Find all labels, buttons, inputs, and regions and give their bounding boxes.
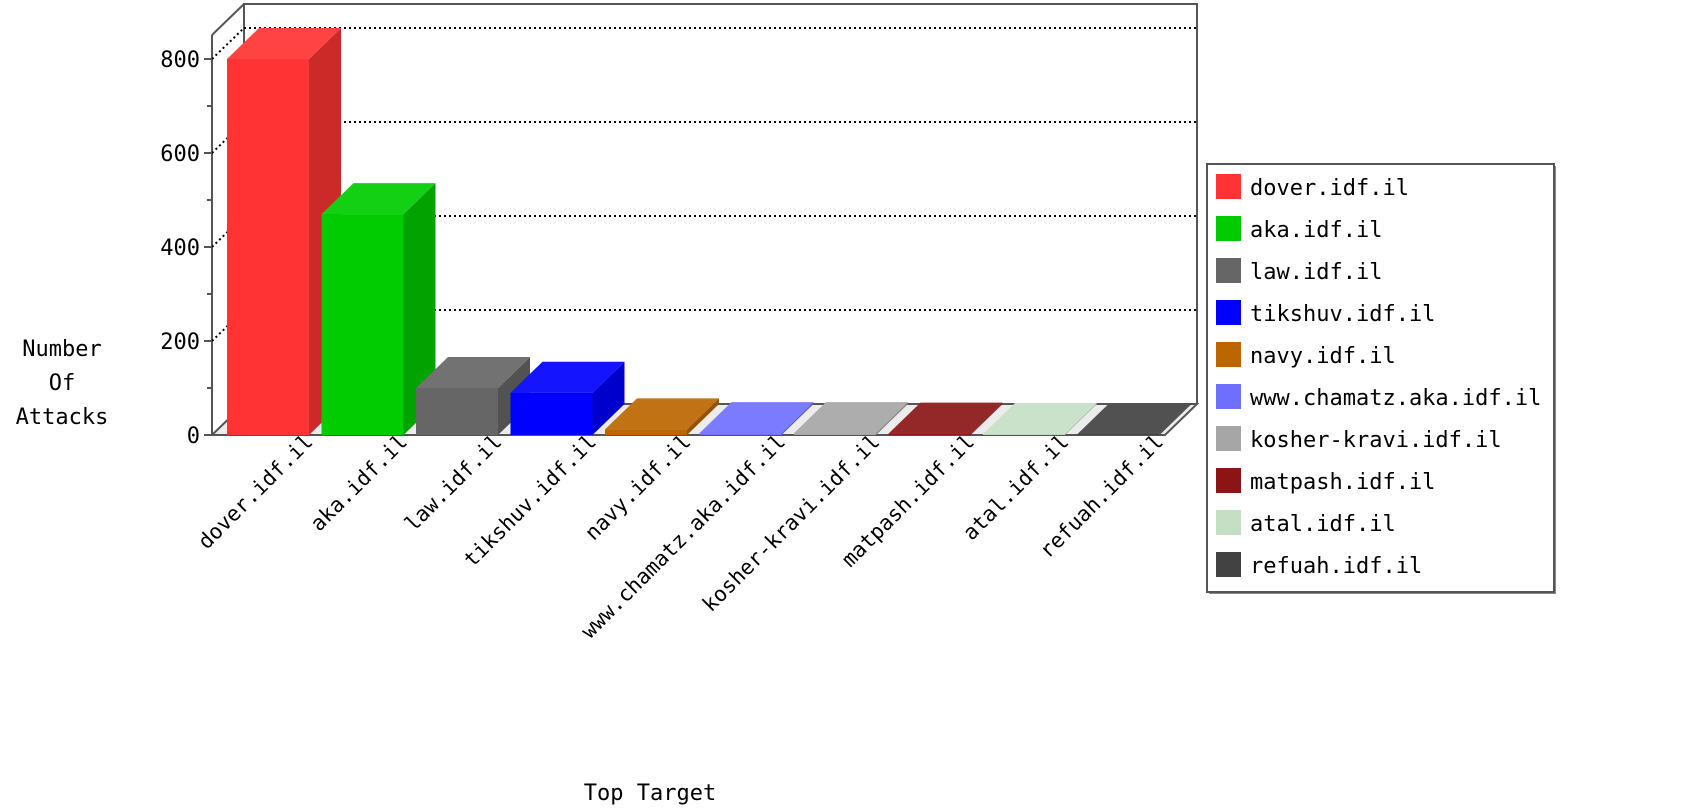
bar-tikshuv.idf.il [510, 361, 625, 435]
x-tick-label: aka.idf.il [306, 430, 412, 536]
legend-item: www.chamatz.aka.idf.il [1216, 384, 1541, 411]
y-axis-title-line: Attacks [16, 405, 109, 430]
y-tick-label: 800 [160, 48, 200, 73]
legend-label: law.idf.il [1250, 260, 1382, 285]
legend-label: kosher-kravi.idf.il [1250, 428, 1502, 453]
bar-top [699, 402, 814, 434]
bar-www.chamatz.aka.idf.il [699, 402, 814, 435]
bar-side [1159, 403, 1192, 435]
x-tick-label: kosher-kravi.idf.il [698, 430, 885, 617]
legend-swatch [1216, 300, 1241, 325]
legend-swatch [1216, 510, 1241, 535]
bar-top [321, 183, 436, 215]
legend-label: www.chamatz.aka.idf.il [1250, 386, 1541, 411]
legend-swatch [1216, 468, 1241, 493]
y-axis-title-line: Of [49, 371, 76, 396]
legend-item: kosher-kravi.idf.il [1216, 426, 1502, 453]
legend-box [1206, 163, 1555, 593]
bar-law.idf.il [416, 357, 530, 435]
gridlines [211, 27, 1197, 342]
legend-item: matpash.idf.il [1216, 468, 1435, 495]
bar-front [888, 433, 971, 435]
bar-side [781, 402, 814, 435]
bar-atal.idf.il [983, 403, 1097, 435]
y-axis-title: Number Of Attacks [16, 337, 109, 430]
frame-corner-top [211, 3, 245, 36]
bar-kosher-kravi.idf.il [794, 402, 908, 435]
legend-label: navy.idf.il [1250, 344, 1396, 369]
legend-item: tikshuv.idf.il [1216, 300, 1435, 327]
bar-aka.idf.il [321, 183, 436, 435]
bar-refuah.idf.il [1077, 403, 1192, 435]
y-tick-label: 200 [160, 330, 200, 355]
x-axis-title: Top Target [584, 781, 716, 806]
legend-label: aka.idf.il [1250, 218, 1382, 243]
legend-item: aka.idf.il [1216, 216, 1382, 243]
bar-top [888, 402, 1003, 434]
y-tick-label: 0 [187, 424, 200, 449]
bars [227, 28, 1192, 435]
legend-item: atal.idf.il [1216, 510, 1396, 537]
legend-label: refuah.idf.il [1250, 554, 1422, 579]
x-tick-label: www.chamatz.aka.idf.il [576, 430, 790, 644]
bar-side [687, 398, 719, 435]
legend-swatch [1216, 342, 1241, 367]
bar-matpash.idf.il [888, 402, 1003, 435]
legend-swatch [1216, 384, 1241, 409]
x-tick-label: dover.idf.il [193, 430, 317, 554]
bar-dover.idf.il [227, 28, 341, 435]
bar-top [983, 403, 1097, 435]
bar-top [416, 357, 530, 388]
bar-side [1065, 403, 1097, 435]
legend-swatch [1216, 426, 1241, 451]
legend-item: navy.idf.il [1216, 342, 1396, 369]
bar-side [403, 183, 436, 435]
bar-top [510, 361, 625, 393]
bar-front [510, 392, 593, 435]
legend-label: tikshuv.idf.il [1250, 302, 1435, 327]
legend-label: atal.idf.il [1250, 512, 1396, 537]
bar-navy.idf.il [605, 398, 719, 435]
bar-top [794, 402, 908, 434]
legend-swatch [1216, 552, 1241, 577]
bar-front [416, 388, 498, 435]
x-tick-label: law.idf.il [400, 430, 506, 536]
legend: dover.idf.il aka.idf.il law.idf.il tikshuv.… [1206, 163, 1556, 594]
bar-front [794, 433, 876, 435]
legend-item: law.idf.il [1216, 258, 1382, 285]
y-axis: 0 200 400 600 800 [160, 48, 212, 449]
legend-swatch [1216, 174, 1241, 199]
bar-top [227, 28, 341, 59]
bar-side [592, 361, 625, 435]
x-axis-labels: dover.idf.ilaka.idf.illaw.idf.iltikshuv.… [193, 430, 1168, 644]
y-axis-title-line: Number [22, 337, 101, 362]
legend-swatch [1216, 216, 1241, 241]
y-tick-label: 400 [160, 236, 200, 261]
bar-front [699, 433, 782, 435]
bar-side [876, 402, 908, 435]
bar-top [605, 398, 719, 430]
legend-swatch [1216, 258, 1241, 283]
legend-label: dover.idf.il [1250, 176, 1409, 201]
bar-front [321, 214, 404, 435]
bar-front [983, 434, 1065, 435]
bar-front [227, 59, 309, 435]
bar-side [970, 402, 1003, 435]
bar-front [1077, 434, 1160, 435]
bar-front [605, 429, 687, 435]
legend-item: refuah.idf.il [1216, 552, 1422, 579]
legend-item: dover.idf.il [1216, 174, 1409, 201]
y-tick-label: 600 [160, 142, 200, 167]
bar-top [1077, 403, 1192, 435]
legend-label: matpash.idf.il [1250, 470, 1435, 495]
